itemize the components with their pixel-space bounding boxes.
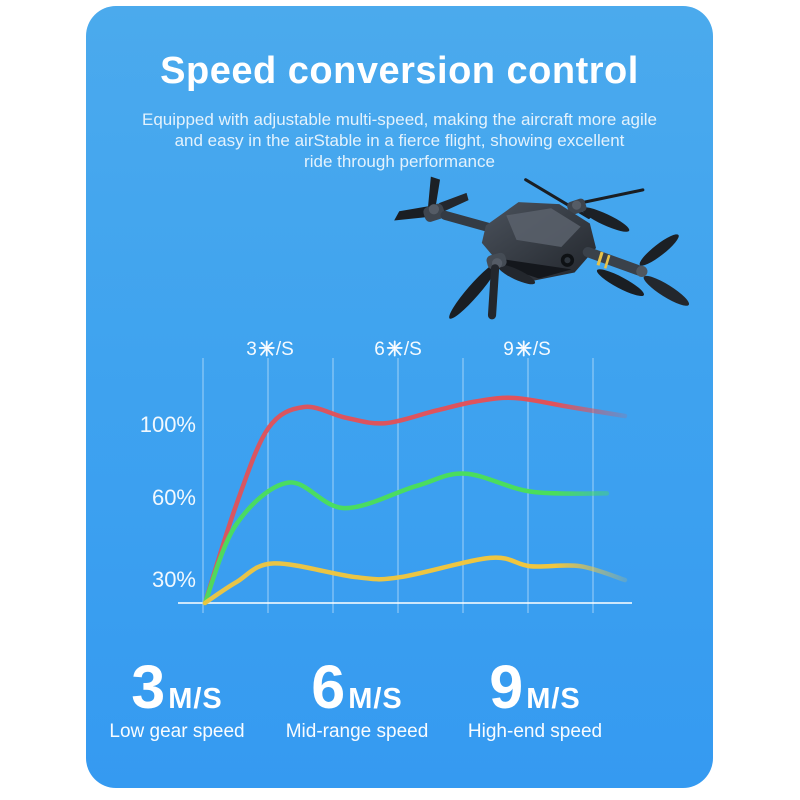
cjk-meter-glyph xyxy=(515,340,532,357)
speed-unit: M/S xyxy=(168,683,223,715)
landing-leg xyxy=(487,264,500,320)
speed-label: High-end speed xyxy=(467,721,603,742)
speed-label: Mid-range speed xyxy=(285,721,429,742)
chart-curves xyxy=(202,395,628,606)
chart-curve-1 xyxy=(202,471,610,606)
page-title: Speed conversion control xyxy=(160,50,639,92)
speed-col-mid: 6 M/S Mid-range speed xyxy=(286,657,429,743)
speed-unit: M/S xyxy=(526,683,581,715)
speed-col-high: 9 M/S High-end speed xyxy=(468,657,602,743)
y-tick-100: 100% xyxy=(139,412,196,437)
propeller-front-right xyxy=(524,178,645,232)
speed-value: 9 xyxy=(489,653,524,721)
cjk-meter-glyph xyxy=(258,340,275,357)
speed-value: 3 xyxy=(131,653,166,721)
propeller-front-left xyxy=(394,176,469,222)
speed-label: Low gear speed xyxy=(109,721,245,742)
yellow-stripe xyxy=(603,254,611,269)
drone-body xyxy=(481,202,596,281)
speed-value: 6 xyxy=(311,653,346,721)
y-tick-30: 30% xyxy=(151,567,196,592)
propeller-rear-left xyxy=(449,252,536,320)
speed-unit: M/S xyxy=(348,683,403,715)
subtitle-line: Equipped with adjustable multi-speed, ma… xyxy=(142,110,657,129)
y-tick-60: 60% xyxy=(151,485,196,510)
chart-curve-0 xyxy=(202,395,628,606)
propeller-rear-right xyxy=(582,234,690,306)
chart-gridlines xyxy=(202,358,594,613)
subtitle: Equipped with adjustable multi-speed, ma… xyxy=(86,109,713,172)
subtitle-line: and easy in the airStable in a fierce fl… xyxy=(174,131,625,150)
blue-card: Speed conversion control Equipped with a… xyxy=(86,6,713,788)
speed-col-low: 3 M/S Low gear speed xyxy=(109,657,244,743)
cjk-meter-glyph xyxy=(386,340,403,357)
subtitle-line: ride through performance xyxy=(304,152,495,171)
x-tick-9ms: 9/S xyxy=(503,339,551,360)
x-tick-6ms: 6/S xyxy=(374,339,422,360)
drone-image xyxy=(394,176,690,320)
yellow-stripe xyxy=(596,251,604,266)
chart-curve-2 xyxy=(202,555,628,606)
x-tick-3ms: 3/S xyxy=(246,339,294,360)
